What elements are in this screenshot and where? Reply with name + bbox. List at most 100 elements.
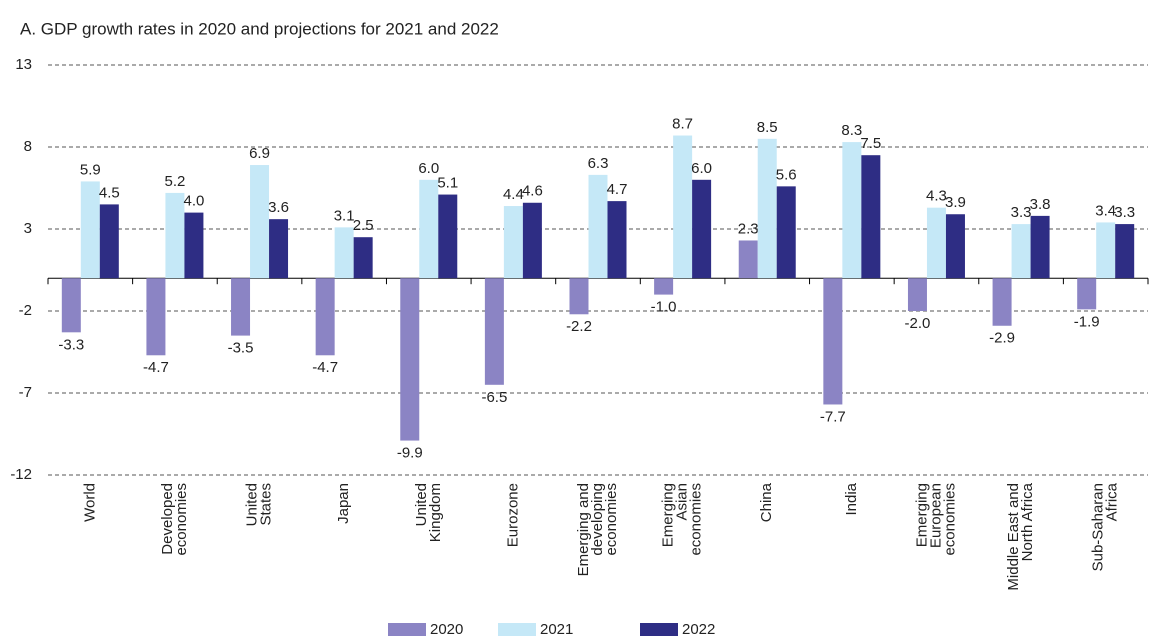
value-label: 4.5 (99, 184, 120, 201)
value-label: -3.3 (58, 336, 84, 353)
x-tick-label-line: economies (688, 483, 705, 556)
bar (861, 155, 881, 279)
x-tick-label-line: Eurozone (504, 483, 521, 547)
value-label: 4.3 (926, 188, 947, 205)
x-tick-label: Eurozone (504, 483, 521, 547)
x-tick-label-line: Japan (335, 483, 352, 524)
bar (231, 278, 251, 336)
x-tick-label-line: Africa (1104, 482, 1121, 521)
bar (569, 278, 589, 315)
x-tick-label: World (81, 483, 98, 522)
value-label: 3.8 (1030, 196, 1051, 213)
x-tick-label-line: economies (941, 483, 958, 556)
bar (334, 227, 354, 279)
x-tick-label-line: Emerging (913, 483, 930, 547)
value-label: -7.7 (820, 408, 846, 425)
value-label: 3.4 (1095, 202, 1116, 219)
value-label: 5.9 (80, 161, 101, 178)
bar (419, 179, 439, 279)
legend-swatch (640, 623, 678, 636)
bar (61, 278, 81, 333)
bar (80, 181, 100, 279)
y-tick-label: -7 (19, 384, 32, 401)
bar (250, 165, 270, 279)
value-label: 3.9 (945, 194, 966, 211)
x-tick-label-line: Emerging and (575, 483, 592, 576)
x-tick-label-line: European (927, 483, 944, 548)
x-tick-label: UnitedStates (244, 483, 275, 526)
bar (1115, 224, 1135, 279)
value-label: 4.0 (183, 193, 204, 210)
bar (926, 207, 946, 279)
bar (99, 204, 119, 279)
legend-label: 2020 (430, 621, 463, 638)
x-tick-label-line: economies (173, 483, 190, 556)
bar (654, 278, 674, 295)
value-label: -2.0 (905, 315, 931, 332)
x-tick-label-line: developing (589, 483, 606, 556)
value-label: 5.6 (776, 166, 797, 183)
x-tick-label-line: Middle East and (1005, 483, 1022, 591)
bar (588, 174, 608, 279)
bar (738, 240, 758, 279)
bar (692, 179, 712, 279)
x-tick-label-line: Sub-Saharan (1090, 483, 1107, 571)
bar (503, 206, 523, 279)
x-tick-label-line: United (413, 483, 430, 526)
x-tick-label: Sub-SaharanAfrica (1090, 482, 1121, 571)
bar (757, 138, 777, 279)
value-label: 3.1 (334, 207, 355, 224)
bar (146, 278, 166, 356)
x-tick-label: EmergingEuropeaneconomies (913, 483, 958, 556)
value-label: -4.7 (312, 359, 338, 376)
legend-label: 2022 (682, 621, 715, 638)
value-label: 5.1 (437, 175, 458, 192)
y-tick-label: -12 (10, 466, 32, 483)
value-label: 2.5 (353, 217, 374, 234)
x-tick-label-line: China (758, 482, 775, 522)
x-tick-label-line: Kingdom (427, 483, 444, 542)
bar (607, 201, 627, 279)
legend-label: 2021 (540, 621, 573, 638)
bar (992, 278, 1012, 326)
bar (353, 237, 373, 279)
y-tick-label: 13 (15, 56, 32, 73)
bar (484, 278, 504, 385)
x-tick-label: Middle East andNorth Africa (1005, 482, 1036, 590)
value-label: 5.2 (164, 173, 185, 190)
x-tick-label: Developedeconomies (159, 483, 190, 556)
x-tick-label-line: North Africa (1019, 482, 1036, 561)
bar (522, 202, 542, 279)
bar (945, 214, 965, 279)
bar (1077, 278, 1097, 310)
value-label: 6.0 (691, 160, 712, 177)
value-label: 3.3 (1114, 204, 1135, 221)
bar (165, 192, 185, 279)
x-tick-label: Emerging anddevelopingeconomies (575, 483, 620, 576)
value-label: -1.9 (1074, 313, 1100, 330)
x-tick-label-line: economies (603, 483, 620, 556)
value-label: 2.3 (738, 220, 759, 237)
x-tick-label-line: Emerging (660, 483, 677, 547)
legend-swatch (498, 623, 536, 636)
value-label: 6.3 (588, 155, 609, 172)
value-label: -3.5 (228, 340, 254, 357)
value-label: 8.3 (841, 122, 862, 139)
x-tick-label: UnitedKingdom (413, 483, 444, 542)
value-label: 6.9 (249, 145, 270, 162)
x-tick-label: China (758, 482, 775, 522)
value-label: 4.7 (607, 181, 628, 198)
x-tick-label-line: States (258, 483, 275, 526)
value-label: -2.2 (566, 318, 592, 335)
bar (1011, 224, 1031, 279)
x-tick-label: EmergingAsianeconomies (660, 483, 705, 556)
bar (1030, 215, 1050, 279)
bar (269, 219, 289, 279)
bar (842, 142, 862, 279)
value-label: 4.6 (522, 183, 543, 200)
bar (1096, 222, 1116, 279)
chart-title: A. GDP growth rates in 2020 and projecti… (20, 19, 499, 38)
x-tick-label: Japan (335, 483, 352, 524)
x-tick-label-line: United (244, 483, 261, 526)
value-label: 8.5 (757, 119, 778, 136)
